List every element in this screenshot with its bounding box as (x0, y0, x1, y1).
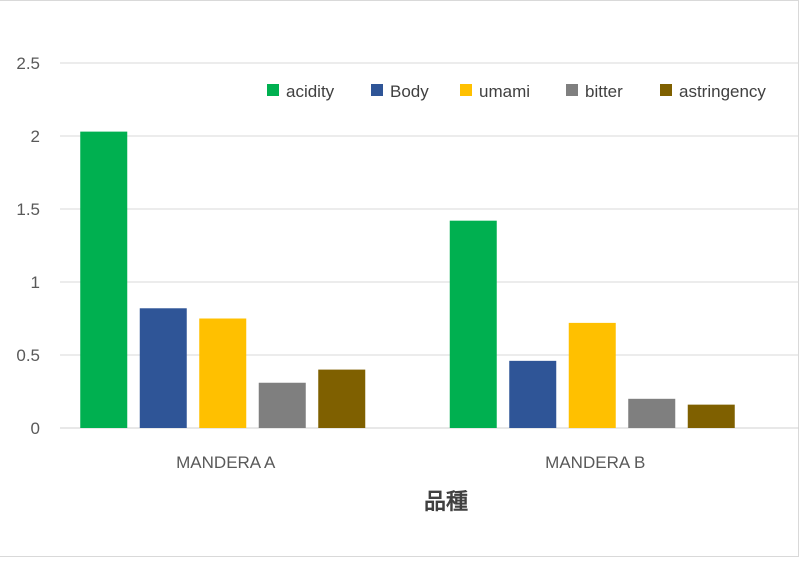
bar-bitter-1 (258, 382, 306, 428)
bar-bitter-2 (628, 398, 676, 428)
bar-astringency-1 (318, 369, 366, 428)
bar-umami-1 (199, 318, 247, 428)
x-axis-title: 品種 (424, 489, 468, 514)
x-category-label: MANDERA B (545, 453, 645, 472)
legend-swatch-astringency (660, 84, 672, 96)
y-axis-ticks: 0 0.5 1 1.5 2 2.5 (16, 54, 40, 438)
legend-swatch-body (371, 84, 383, 96)
x-category-label: MANDERA A (176, 453, 276, 472)
legend-swatch-acidity (267, 84, 279, 96)
bar-umami-2 (568, 322, 616, 428)
bar-body-1 (139, 308, 187, 428)
bar-body-2 (509, 360, 557, 428)
y-tick-label: 1 (31, 273, 40, 292)
legend-label-astringency: astringency (679, 82, 766, 101)
bar-astringency-2 (687, 404, 735, 428)
bar-acidity-2 (449, 220, 497, 428)
legend-label-umami: umami (479, 82, 530, 101)
y-tick-label: 2.5 (16, 54, 40, 73)
legend-label-body: Body (390, 82, 429, 101)
legend: acidity Body umami bitter astringency (267, 82, 766, 101)
legend-label-acidity: acidity (286, 82, 335, 101)
legend-label-bitter: bitter (585, 82, 623, 101)
y-tick-label: 0 (31, 419, 40, 438)
legend-swatch-umami (460, 84, 472, 96)
y-tick-label: 0.5 (16, 346, 40, 365)
y-tick-label: 1.5 (16, 200, 40, 219)
bar-acidity-1 (80, 131, 128, 428)
x-axis-categories: MANDERA A MANDERA B (176, 453, 645, 472)
y-tick-label: 2 (31, 127, 40, 146)
bars (80, 131, 735, 428)
legend-swatch-bitter (566, 84, 578, 96)
